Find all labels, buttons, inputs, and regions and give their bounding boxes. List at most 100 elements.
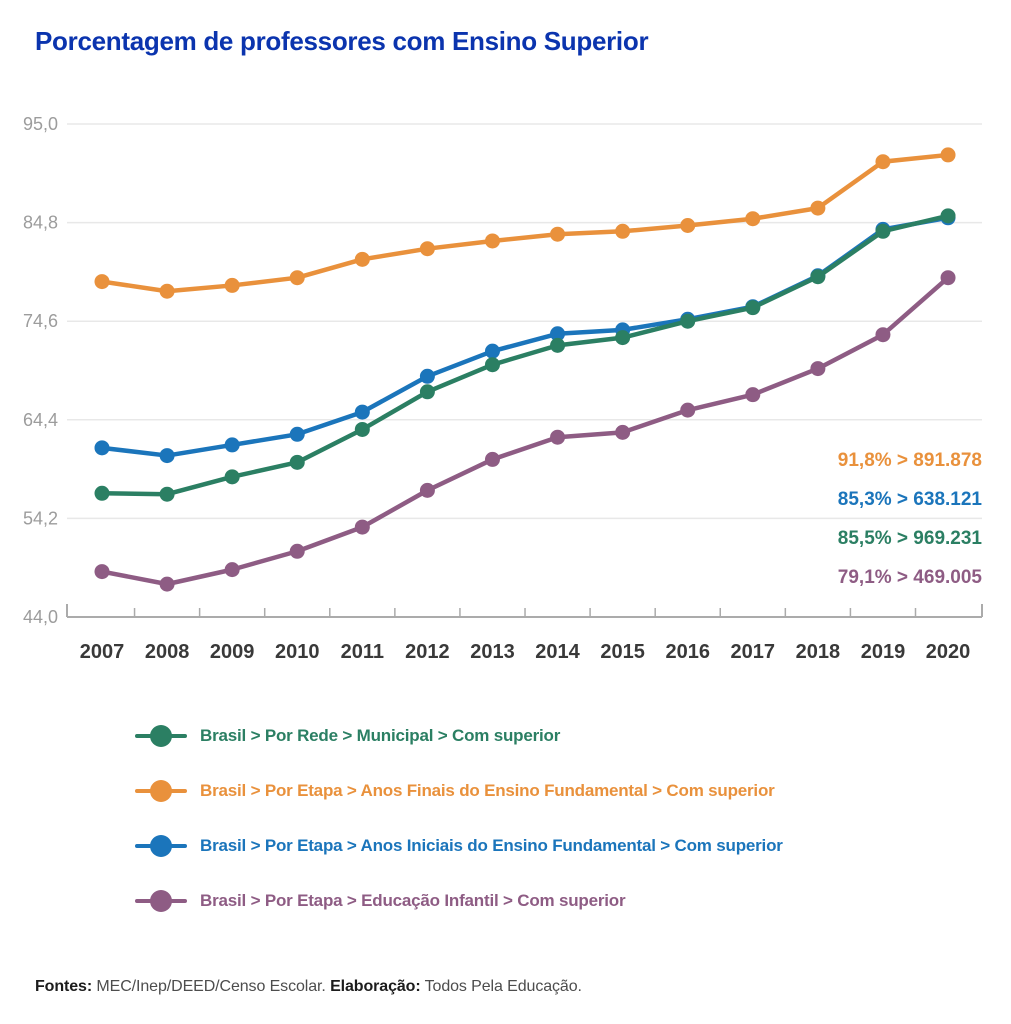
x-axis-year-label: 2008 xyxy=(145,641,190,663)
page-title: Porcentagem de professores com Ensino Su… xyxy=(35,26,649,56)
y-axis-tick-label: 54,2 xyxy=(23,508,58,528)
y-axis-tick-label: 84,8 xyxy=(23,213,58,233)
data-point xyxy=(745,211,761,227)
data-point xyxy=(419,241,435,257)
data-point xyxy=(224,277,240,293)
data-point xyxy=(484,357,500,373)
data-point xyxy=(680,218,696,233)
legend-item-educacao-infantil: Brasil > Por Etapa > Educação Infantil >… xyxy=(135,873,783,928)
data-point xyxy=(289,454,305,470)
data-point xyxy=(159,576,175,592)
data-point xyxy=(940,270,956,286)
legend-line-dot-marker xyxy=(135,724,187,747)
line-chart: 44,0 54,2 64,4 74,6 84,8 95,0 2007 2008 2009 201… xyxy=(23,114,983,663)
legend-line-dot-marker xyxy=(135,834,187,857)
gridlines xyxy=(67,123,982,520)
data-series xyxy=(94,147,956,592)
legend-label: Brasil > Por Rede > Municipal > Com supe… xyxy=(200,725,561,745)
data-point xyxy=(94,274,110,290)
data-point xyxy=(484,233,500,249)
data-point xyxy=(680,402,696,418)
data-point xyxy=(810,269,826,285)
sources-text: MEC/Inep/DEED/Censo Escolar. xyxy=(92,978,331,995)
y-axis-tick-label: 64,4 xyxy=(23,410,58,430)
x-axis-year-label: 2007 xyxy=(80,641,125,663)
data-point xyxy=(550,337,566,353)
legend-label: Brasil > Por Etapa > Anos Iniciais do En… xyxy=(200,835,783,855)
annotation-municipal: 85,5% > 969.231 xyxy=(838,528,983,549)
legend-label: Brasil > Por Etapa > Educação Infantil >… xyxy=(200,890,626,910)
data-point xyxy=(875,327,891,343)
data-point xyxy=(224,562,240,578)
sources-label: Fontes: xyxy=(35,978,93,995)
data-point xyxy=(159,486,175,502)
data-point xyxy=(940,147,956,163)
data-point xyxy=(615,424,631,440)
data-point xyxy=(810,200,826,216)
data-point xyxy=(875,223,891,239)
legend-item-anos-iniciais: Brasil > Por Etapa > Anos Iniciais do En… xyxy=(135,818,783,873)
data-point xyxy=(810,361,826,377)
annotation-anos-iniciais: 85,3% > 638.121 xyxy=(838,489,983,510)
data-point xyxy=(354,404,370,420)
legend-line-dot-marker xyxy=(135,779,187,802)
elaboration-text: Todos Pela Educação. xyxy=(420,978,582,995)
data-point xyxy=(484,343,500,359)
x-axis-year-label: 2020 xyxy=(926,641,971,663)
x-axis-year-label: 2014 xyxy=(535,641,580,663)
data-point xyxy=(745,387,761,403)
data-point xyxy=(354,519,370,535)
y-axis-labels: 44,0 54,2 64,4 74,6 84,8 95,0 xyxy=(23,114,58,627)
x-axis-year-label: 2015 xyxy=(600,641,645,663)
x-axis-year-label: 2009 xyxy=(210,641,255,663)
series-line xyxy=(99,213,951,497)
x-axis-year-label: 2011 xyxy=(341,641,384,663)
x-axis xyxy=(66,604,983,618)
y-axis-tick-label: 74,6 xyxy=(23,311,58,331)
x-axis-year-label: 2012 xyxy=(405,641,450,663)
data-point xyxy=(550,429,566,445)
data-point xyxy=(354,251,370,267)
legend-item-municipal: Brasil > Por Rede > Municipal > Com supe… xyxy=(135,708,783,763)
data-point xyxy=(550,326,566,342)
data-point xyxy=(224,437,240,453)
y-axis-tick-label: 95,0 xyxy=(23,114,58,134)
series-line xyxy=(99,275,951,587)
x-axis-year-label: 2016 xyxy=(665,641,710,663)
data-point xyxy=(745,300,761,316)
legend-label: Brasil > Por Etapa > Anos Finais do Ensi… xyxy=(200,780,775,800)
data-point xyxy=(224,469,240,485)
x-axis-year-label: 2018 xyxy=(796,641,841,663)
data-point xyxy=(419,384,435,400)
legend-item-anos-finais: Brasil > Por Etapa > Anos Finais do Ensi… xyxy=(135,763,783,818)
data-point xyxy=(94,564,110,580)
x-axis-year-label: 2019 xyxy=(861,641,906,663)
data-point xyxy=(419,482,435,498)
data-point xyxy=(289,543,305,559)
annotation-educacao-infantil: 79,1% > 469.005 xyxy=(838,567,983,588)
data-point xyxy=(419,368,435,384)
data-point xyxy=(354,421,370,437)
series-line xyxy=(99,152,951,294)
elaboration-label: Elaboração: xyxy=(330,978,421,995)
series-end-value-annotations: 91,8% > 891.878 85,3% > 638.121 85,5% > … xyxy=(838,450,983,588)
x-axis-year-labels: 2007 2008 2009 2010 2011 2012 2013 2014 2015 2016… xyxy=(80,641,971,663)
data-point xyxy=(615,223,631,239)
legend-line-dot-marker xyxy=(135,889,187,912)
x-axis-year-label: 2013 xyxy=(470,641,515,663)
y-axis-tick-label: 44,0 xyxy=(23,607,58,627)
x-axis-year-label: 2017 xyxy=(731,641,776,663)
x-axis-year-label: 2010 xyxy=(275,641,320,663)
data-point xyxy=(484,451,500,467)
data-point xyxy=(940,208,956,224)
annotation-anos-finais: 91,8% > 891.878 xyxy=(838,450,982,471)
legend: Brasil > Por Rede > Municipal > Com supe… xyxy=(135,708,783,928)
data-point xyxy=(159,283,175,299)
data-point xyxy=(615,330,631,346)
data-point xyxy=(159,448,175,464)
data-point xyxy=(289,426,305,442)
data-point xyxy=(94,485,110,501)
data-point xyxy=(550,226,566,242)
data-point xyxy=(680,313,696,329)
